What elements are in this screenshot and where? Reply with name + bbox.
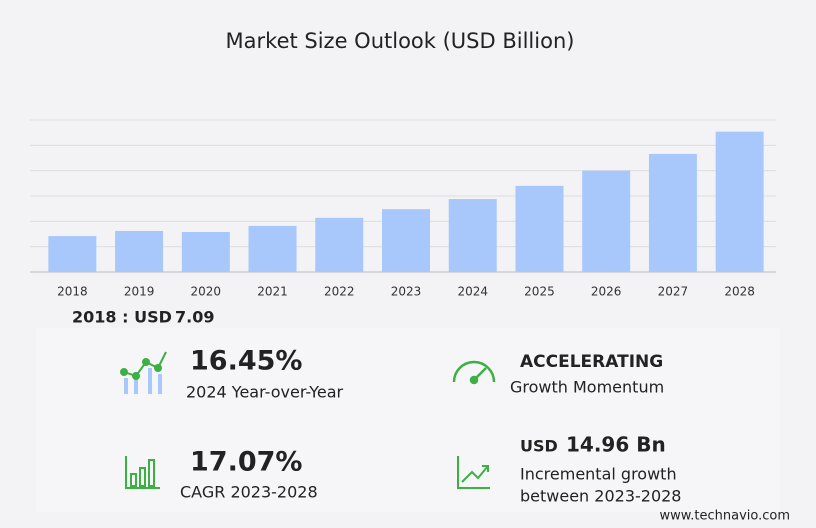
highlight-label: 2018 : USD [72, 308, 172, 327]
bar [315, 217, 364, 272]
x-tick-label: 2022 [324, 285, 355, 299]
x-tick-label: 2027 [658, 285, 689, 299]
icon-yoy [120, 351, 167, 394]
stat-label: Growth Momentum [510, 378, 664, 397]
bar [248, 225, 297, 272]
footer: www.technavio.com [660, 509, 790, 524]
x-tick-label: 2018 [57, 285, 88, 299]
x-tick-label: 2021 [257, 285, 288, 299]
x-tick-label: 2028 [724, 285, 755, 299]
bar [382, 209, 430, 272]
bar [115, 230, 164, 272]
stat-label: 2024 Year-over-Year [186, 383, 344, 402]
bar [48, 236, 97, 272]
bar [448, 199, 497, 272]
icon-gauge [452, 360, 496, 385]
bar [181, 231, 230, 272]
stat-prefix: USD [520, 437, 558, 456]
bar [582, 170, 631, 272]
bar [515, 185, 564, 272]
x-tick-label: 2024 [457, 285, 488, 299]
x-tick-label: 2023 [391, 285, 422, 299]
stat-value: 16.45% [190, 346, 302, 377]
stat-label: between 2023-2028 [520, 487, 681, 506]
stat-value: 14.96 Bn [566, 433, 666, 457]
bar [648, 153, 697, 272]
stat-label: CAGR 2023-2028 [180, 483, 318, 502]
bar [715, 131, 764, 272]
chart-title: Market Size Outlook (USD Billion) [226, 29, 575, 53]
icon-growth [457, 456, 490, 489]
x-tick-label: 2026 [591, 285, 622, 299]
icon-cagr [125, 456, 160, 489]
stat-value: ACCELERATING [520, 352, 663, 372]
highlight-value: 7.09 [175, 308, 214, 327]
x-tick-label: 2025 [524, 285, 555, 299]
stats-panel [36, 328, 780, 512]
stat-value: 17.07% [190, 447, 302, 478]
x-tick-label: 2020 [191, 285, 222, 299]
stat-label: Incremental growth [520, 465, 677, 484]
x-tick-label: 2019 [124, 285, 155, 299]
highlight: 2018 : USD 7.09 [72, 308, 214, 327]
